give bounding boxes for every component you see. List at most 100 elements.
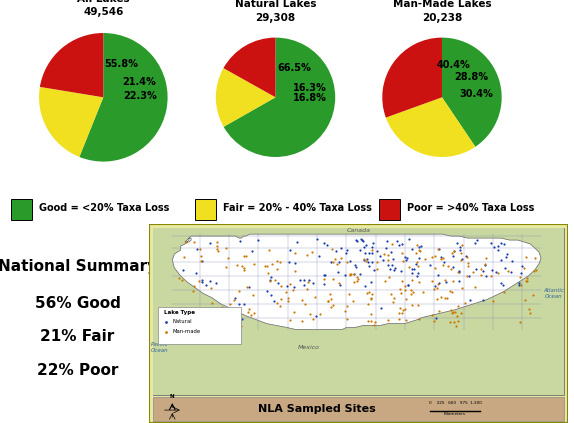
Wedge shape: [442, 38, 502, 147]
Text: 30.4%: 30.4%: [460, 89, 493, 99]
Point: [212, 243, 222, 250]
Point: [494, 247, 503, 254]
Point: [448, 310, 457, 316]
Point: [373, 258, 382, 265]
Point: [470, 284, 479, 291]
Point: [413, 242, 422, 248]
Point: [503, 250, 512, 257]
Point: [352, 278, 361, 285]
Point: [486, 240, 495, 247]
Point: [390, 267, 399, 274]
Text: 40.4%: 40.4%: [437, 60, 471, 70]
Wedge shape: [224, 38, 335, 157]
Point: [394, 316, 403, 323]
Point: [312, 312, 321, 319]
Text: 66.5%: 66.5%: [278, 63, 311, 73]
Point: [188, 288, 197, 295]
Point: [477, 272, 486, 279]
Point: [412, 259, 421, 266]
Point: [250, 261, 259, 268]
Point: [522, 274, 531, 281]
Point: [451, 309, 460, 316]
Point: [206, 240, 215, 247]
Point: [352, 238, 362, 245]
Point: [517, 262, 526, 269]
Point: [461, 252, 471, 259]
Point: [367, 250, 376, 257]
Title: National
All Lakes
49,546: National All Lakes 49,546: [77, 0, 130, 17]
Point: [212, 246, 221, 253]
Point: [397, 240, 406, 247]
Point: [286, 247, 295, 253]
Point: [522, 254, 531, 261]
Point: [452, 240, 461, 247]
Point: [383, 317, 393, 324]
Point: [366, 310, 375, 317]
Point: [180, 254, 189, 261]
Text: 21% Fair: 21% Fair: [40, 330, 115, 344]
Point: [364, 250, 374, 256]
Point: [391, 265, 400, 272]
Point: [218, 304, 227, 311]
Point: [383, 262, 393, 269]
Point: [382, 238, 391, 244]
Point: [443, 262, 452, 269]
Point: [373, 265, 382, 272]
Point: [284, 295, 293, 302]
Point: [441, 279, 450, 286]
Point: [397, 290, 406, 297]
Point: [412, 261, 421, 267]
Point: [471, 240, 480, 247]
Point: [515, 319, 525, 325]
Point: [319, 271, 328, 278]
Point: [329, 258, 338, 265]
Point: [232, 261, 242, 268]
Point: [343, 302, 352, 309]
Point: [464, 263, 473, 270]
Text: Kilometers: Kilometers: [444, 412, 466, 416]
Point: [306, 311, 315, 318]
Point: [367, 258, 377, 265]
Point: [393, 238, 402, 244]
Point: [397, 277, 406, 284]
Point: [201, 282, 211, 289]
Point: [448, 309, 457, 316]
Point: [452, 322, 461, 329]
Point: [437, 255, 446, 262]
Point: [262, 288, 272, 294]
Point: [462, 273, 471, 280]
Point: [434, 246, 443, 253]
Point: [400, 253, 409, 260]
Point: [175, 309, 184, 316]
Point: [386, 248, 395, 255]
Point: [192, 269, 201, 276]
Point: [342, 258, 351, 265]
Point: [515, 279, 524, 286]
Point: [224, 319, 233, 326]
Point: [178, 277, 187, 283]
Point: [333, 269, 343, 275]
Point: [197, 277, 207, 284]
FancyBboxPatch shape: [149, 224, 568, 423]
Text: 21.4%: 21.4%: [122, 77, 156, 87]
Point: [245, 305, 254, 312]
Point: [401, 317, 410, 324]
Text: Lake Type: Lake Type: [164, 310, 195, 315]
Point: [437, 294, 446, 300]
Wedge shape: [216, 68, 276, 127]
Point: [499, 241, 509, 247]
Point: [516, 282, 525, 288]
Point: [192, 246, 201, 253]
Point: [417, 242, 426, 249]
Point: [355, 247, 364, 254]
Point: [443, 294, 452, 301]
Point: [265, 247, 274, 254]
Point: [384, 252, 393, 258]
Point: [210, 308, 219, 315]
Point: [345, 271, 354, 277]
Bar: [11, 199, 33, 220]
Point: [205, 278, 214, 285]
Point: [489, 243, 498, 250]
Point: [326, 259, 335, 266]
Point: [450, 248, 459, 255]
